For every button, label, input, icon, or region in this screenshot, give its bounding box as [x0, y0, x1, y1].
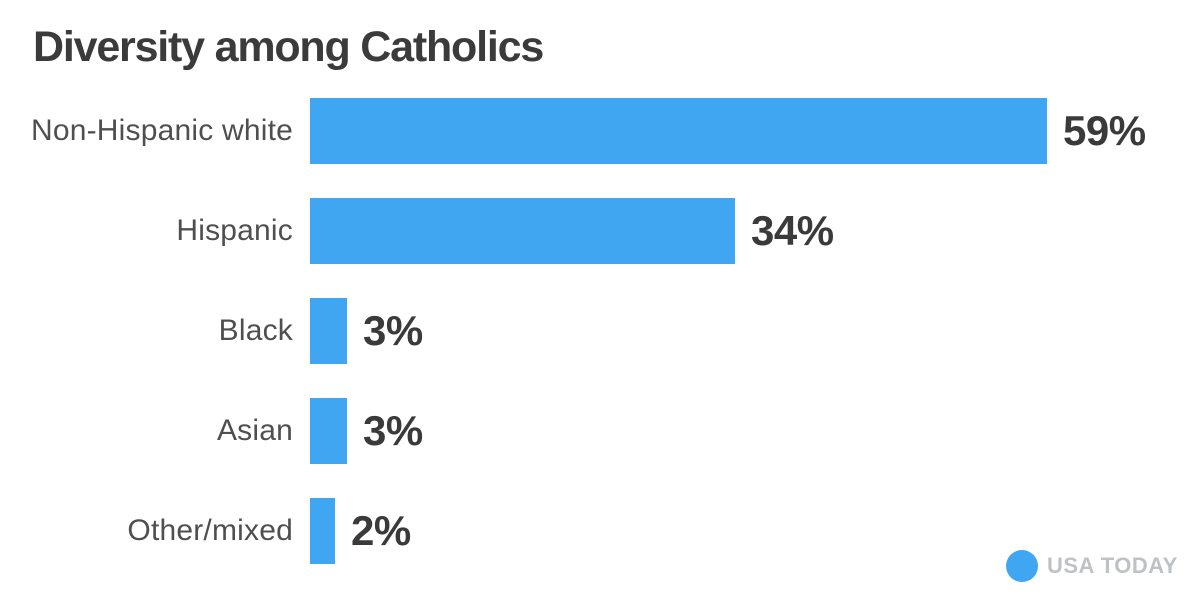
logo-dot-icon — [1006, 550, 1038, 582]
logo-text: USA TODAY — [1047, 553, 1178, 578]
category-label: Hispanic — [176, 214, 293, 247]
category-label: Black — [218, 314, 293, 347]
usatoday-logo: USA TODAY — [1006, 550, 1178, 582]
value-label: 34% — [751, 207, 834, 254]
category-label: Asian — [216, 414, 293, 447]
value-label: 2% — [351, 507, 411, 554]
chart-row: Other/mixed 2% — [0, 498, 1200, 564]
chart-row: Asian 3% — [0, 398, 1200, 464]
bar — [310, 398, 347, 464]
bar — [310, 498, 335, 564]
chart-row: Hispanic 34% — [0, 198, 1200, 264]
value-label: 3% — [363, 307, 423, 354]
bar-chart: Non-Hispanic white 59% Hispanic 34% Black 3% A… — [0, 98, 1200, 598]
chart-title: Diversity among Catholics — [33, 23, 544, 71]
category-label: Other/mixed — [127, 514, 293, 547]
bar — [310, 298, 347, 364]
chart-row: Black 3% — [0, 298, 1200, 364]
chart-row: Non-Hispanic white 59% — [0, 98, 1200, 164]
bar — [310, 198, 735, 264]
value-label: 3% — [363, 407, 423, 454]
bar — [310, 98, 1047, 164]
value-label: 59% — [1063, 107, 1146, 154]
category-label: Non-Hispanic white — [30, 114, 293, 147]
